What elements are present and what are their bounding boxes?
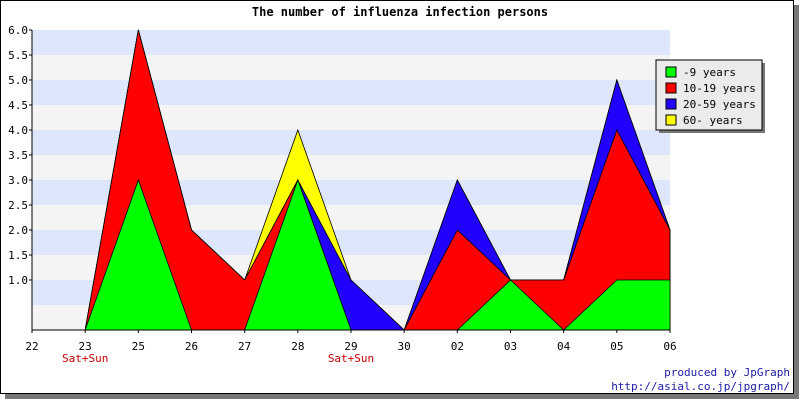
x-tick-label: 04 (557, 340, 571, 353)
jpgraph-credit: produced by JpGraph (664, 366, 790, 379)
x-tick-label: 22 (25, 340, 38, 353)
y-tick-label: 3.5 (8, 149, 28, 162)
x-sublabel: Sat+Sun (328, 352, 374, 365)
legend: -9 years 10-19 years 20-59 years 60- years (655, 59, 765, 133)
legend-label: 60- years (683, 114, 743, 127)
y-tick-label: 5.0 (8, 74, 28, 87)
legend-label: 10-19 years (683, 82, 756, 95)
x-tick-label: 27 (238, 340, 251, 353)
jpgraph-url: http://asial.co.jp/jpgraph/ (611, 380, 790, 393)
y-tick-label: 5.5 (8, 49, 28, 62)
y-tick-label: 1.5 (8, 249, 28, 262)
y-tick-label: 6.0 (8, 24, 28, 37)
y-tick-label: 2.5 (8, 199, 28, 212)
x-tick-label: 25 (132, 340, 145, 353)
x-tick-label: 29 (344, 340, 357, 353)
y-tick-label: 4.0 (8, 124, 28, 137)
x-tick-label: 26 (185, 340, 198, 353)
x-tick-label: 05 (610, 340, 623, 353)
legend-label: 20-59 years (683, 98, 756, 111)
x-tick-label: 03 (504, 340, 517, 353)
x-tick-label: 02 (451, 340, 464, 353)
x-tick-label: 30 (398, 340, 411, 353)
legend-swatch (665, 82, 677, 94)
y-tick-label: 3.0 (8, 174, 28, 187)
y-tick-label: 1.0 (8, 274, 28, 287)
x-tick-label: 06 (663, 340, 676, 353)
chart-title: The number of influenza infection person… (252, 5, 548, 19)
x-tick-label: 23 (79, 340, 92, 353)
x-tick-label: 28 (291, 340, 304, 353)
y-tick-label: 4.5 (8, 99, 28, 112)
legend-swatch (665, 66, 677, 78)
legend-swatch (665, 98, 677, 110)
grid-band (32, 55, 670, 80)
legend-swatch (665, 114, 677, 126)
legend-label: -9 years (683, 66, 736, 79)
grid-band (32, 30, 670, 55)
x-sublabel: Sat+Sun (62, 352, 108, 365)
y-tick-label: 2.0 (8, 224, 28, 237)
